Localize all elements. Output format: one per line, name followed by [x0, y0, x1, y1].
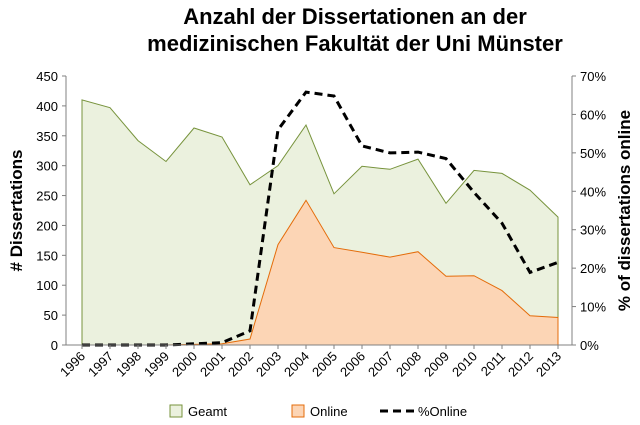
x-tick-label: 2002: [225, 349, 256, 380]
x-tick-label: 2012: [505, 349, 536, 380]
left-tick-label: 450: [36, 69, 58, 84]
left-tick-label: 100: [36, 278, 58, 293]
x-tick-label: 2005: [309, 349, 340, 380]
x-tick-label: 1999: [141, 349, 172, 380]
left-tick-label: 200: [36, 218, 58, 233]
right-tick-label: 60%: [580, 107, 606, 122]
legend-label-online: Online: [310, 404, 348, 419]
right-tick-label: 30%: [580, 223, 606, 238]
right-tick-label: 20%: [580, 261, 606, 276]
left-tick-label: 350: [36, 129, 58, 144]
x-tick-label: 2011: [478, 349, 508, 379]
legend-label-geamt: Geamt: [188, 404, 227, 419]
x-tick-label: 2010: [449, 349, 480, 380]
x-tick-label: 2009: [421, 349, 452, 380]
x-tick-label: 1996: [57, 349, 88, 380]
left-tick-label: 50: [44, 308, 58, 323]
right-tick-label: 70%: [580, 69, 606, 84]
legend-swatch-geamt: [169, 404, 183, 418]
y-axis-right-title: % of dissertations online: [615, 110, 634, 311]
y-axis-left-title: # Dissertations: [7, 150, 26, 272]
x-tick-label: 2000: [169, 349, 200, 380]
x-tick-label: 2007: [365, 349, 396, 380]
right-tick-label: 10%: [580, 300, 606, 315]
x-tick-label: 2008: [393, 349, 424, 380]
left-tick-label: 250: [36, 189, 58, 204]
left-tick-label: 0: [51, 338, 58, 353]
right-tick-label: 0%: [580, 338, 599, 353]
right-tick-label: 40%: [580, 184, 606, 199]
right-tick-label: 50%: [580, 146, 606, 161]
left-tick-label: 150: [36, 248, 58, 263]
legend-label-percent-online: %Online: [418, 404, 467, 419]
x-tick-label: 2006: [337, 349, 368, 380]
legend-swatch-online: [291, 404, 305, 418]
x-tick-label: 2003: [253, 349, 284, 380]
x-tick-label: 2001: [197, 349, 228, 380]
chart-title-line-2: medizinischen Fakultät der Uni Münster: [147, 31, 563, 56]
left-tick-label: 400: [36, 99, 58, 114]
chart-title-line-1: Anzahl der Dissertationen an der: [183, 4, 527, 29]
x-tick-label: 2013: [533, 349, 564, 380]
x-tick-label: 1997: [85, 349, 116, 380]
left-tick-label: 300: [36, 159, 58, 174]
x-tick-label: 1998: [113, 349, 144, 380]
x-tick-label: 2004: [281, 349, 312, 380]
